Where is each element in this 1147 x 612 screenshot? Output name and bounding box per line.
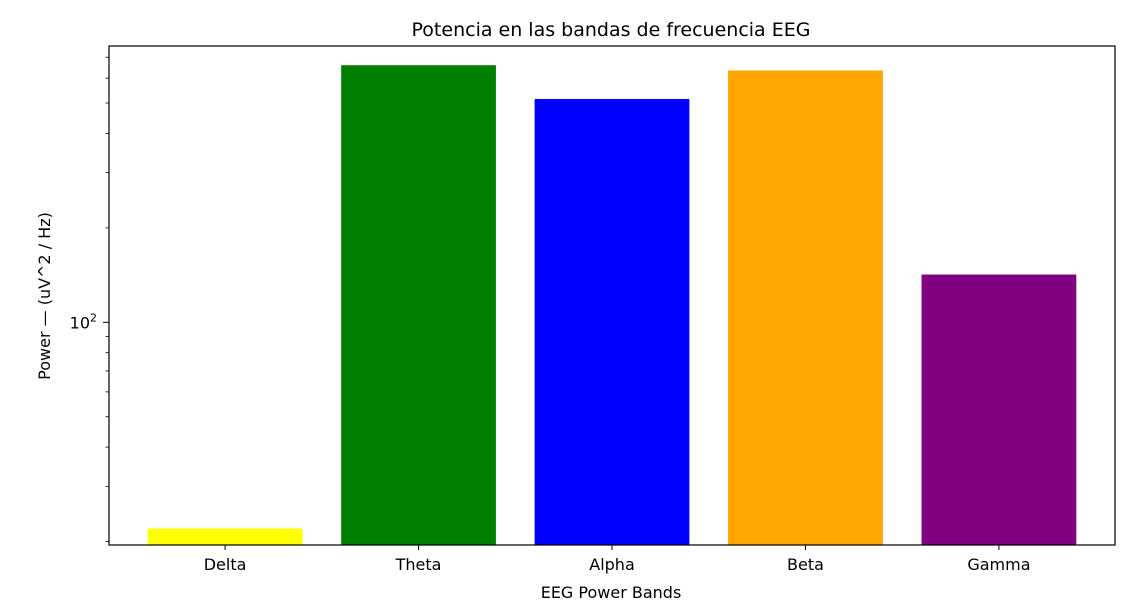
x-tick-label-theta: Theta (395, 555, 442, 574)
x-axis-ticks: Delta Theta Alpha Beta Gamma (204, 545, 1031, 574)
x-tick-label-delta: Delta (204, 555, 247, 574)
x-tick-label-gamma: Gamma (967, 555, 1030, 574)
y-axis-ticks: 102 (70, 56, 109, 542)
x-tick-label-beta: Beta (787, 555, 824, 574)
bar-theta (341, 65, 496, 545)
x-tick-label-alpha: Alpha (589, 555, 635, 574)
x-axis-label: EEG Power Bands (541, 583, 682, 602)
bar-gamma (921, 274, 1077, 545)
bar-delta (147, 528, 303, 545)
y-tick-label: 102 (70, 311, 97, 332)
bar-beta (728, 70, 883, 545)
bars-group (147, 65, 1077, 545)
bar-alpha (534, 99, 690, 545)
chart-title: Potencia en las bandas de frecuencia EEG (412, 19, 811, 41)
y-axis-label: Power — (uV^2 / Hz) (35, 212, 54, 380)
